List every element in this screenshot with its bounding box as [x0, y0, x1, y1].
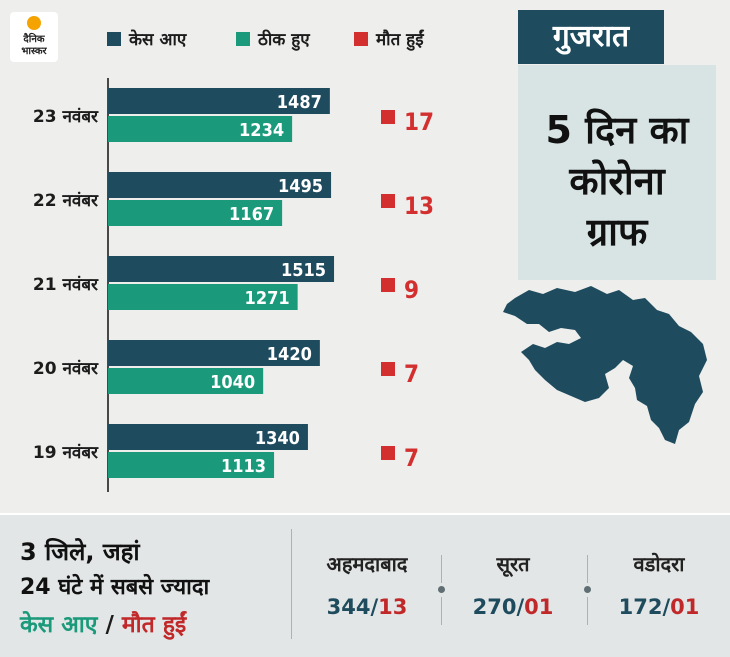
city-slash: / [370, 595, 379, 619]
data-label-cases: 1340 [255, 428, 300, 449]
data-label-recovered: 1271 [245, 288, 290, 309]
city-value: 344/13 [292, 595, 442, 619]
cities-divider [291, 529, 292, 639]
category-label: 22 नवंबर [33, 191, 99, 211]
city-separator-line [587, 555, 588, 583]
sun-icon [27, 16, 41, 30]
note-line2: 24 घंटे में सबसे ज्यादा [20, 575, 210, 600]
city-cases: 270 [472, 595, 517, 619]
deaths-marker [381, 362, 395, 376]
logo-line2: भास्कर [21, 46, 47, 57]
legend-item-deaths: मौत हुईं [354, 27, 424, 50]
data-label-cases: 1487 [277, 92, 322, 113]
legend-item-cases: केस आए [107, 27, 186, 50]
city-value: 270/01 [438, 595, 588, 619]
legend-label-deaths: मौत हुईं [376, 30, 424, 50]
note-line1: 3 जिले, जहां [20, 538, 140, 566]
bar-recovered [108, 452, 275, 478]
data-label-deaths: 13 [404, 192, 434, 220]
city-slash: / [516, 595, 525, 619]
logo-line1: दैनिक [23, 34, 45, 45]
data-label-deaths: 17 [404, 108, 434, 136]
city-value: 172/01 [584, 595, 730, 619]
data-label-recovered: 1040 [210, 372, 255, 393]
city-vadodara: वडोदरा 172/01 [584, 550, 730, 619]
data-label-cases: 1495 [278, 176, 323, 197]
category-label: 19 नवंबर [33, 443, 99, 463]
note-deaths-label: मौत हुईं [121, 612, 187, 638]
city-separator-dot [584, 586, 591, 593]
legend-swatch-recovered [236, 31, 250, 46]
data-label-recovered: 1113 [221, 456, 266, 477]
city-cases: 344 [326, 595, 371, 619]
city-deaths: 01 [670, 595, 700, 619]
category-label: 21 नवंबर [33, 275, 99, 295]
data-label-recovered: 1167 [229, 204, 274, 225]
chart-title-line2: कोरोना [569, 159, 665, 203]
chart-title-line3: ग्राफ [586, 210, 648, 254]
data-label-cases: 1420 [267, 344, 312, 365]
state-title: गुजरात [518, 10, 664, 64]
legend-item-recovered: ठीक हुए [236, 27, 310, 50]
bar-cases [108, 256, 335, 282]
city-cases: 172 [618, 595, 663, 619]
bar-recovered [108, 200, 283, 226]
data-label-cases: 1515 [281, 260, 326, 281]
data-label-recovered: 1234 [239, 120, 284, 141]
bar-recovered [108, 116, 293, 142]
note-cases-label: केस आए [20, 612, 98, 638]
city-deaths: 01 [524, 595, 554, 619]
city-ahmedabad: अहमदाबाद 344/13 [292, 550, 442, 619]
legend-label-recovered: ठीक हुए [258, 30, 310, 50]
city-separator-line [441, 597, 442, 625]
deaths-marker [381, 446, 395, 460]
deaths-marker [381, 278, 395, 292]
city-deaths: 13 [378, 595, 408, 619]
city-name: वडोदरा [633, 552, 685, 576]
bar-cases [108, 424, 308, 450]
note-separator: / [105, 612, 114, 638]
deaths-marker [381, 194, 395, 208]
bar-recovered [108, 368, 264, 394]
gujarat-map-icon [503, 286, 707, 444]
city-separator-line [587, 597, 588, 625]
city-name: सूरत [496, 552, 530, 576]
top-districts-bar: 3 जिले, जहां 24 घंटे में सबसे ज्यादा केस… [0, 513, 730, 657]
chart-title-line1: 5 दिन का [545, 108, 689, 152]
note-line3: केस आए / मौत हुईं [20, 607, 186, 639]
category-label: 23 नवंबर [33, 107, 99, 127]
bar-cases [108, 88, 330, 114]
title-panel [518, 65, 716, 280]
bar-recovered [108, 284, 298, 310]
data-label-deaths: 7 [404, 444, 419, 472]
legend-swatch-cases [107, 31, 121, 46]
category-label: 20 नवंबर [33, 359, 99, 379]
legend-label-cases: केस आए [129, 30, 187, 50]
data-label-deaths: 9 [404, 276, 419, 304]
city-surat: सूरत 270/01 [438, 550, 588, 619]
city-slash: / [662, 595, 671, 619]
city-name: अहमदाबाद [326, 552, 408, 576]
logo: दैनिक भास्कर [10, 12, 58, 62]
city-separator-line [441, 555, 442, 583]
city-separator-dot [438, 586, 445, 593]
data-label-deaths: 7 [404, 360, 419, 388]
bar-cases [108, 172, 332, 198]
legend-swatch-deaths [354, 31, 368, 46]
deaths-marker [381, 110, 395, 124]
bar-cases [108, 340, 320, 366]
